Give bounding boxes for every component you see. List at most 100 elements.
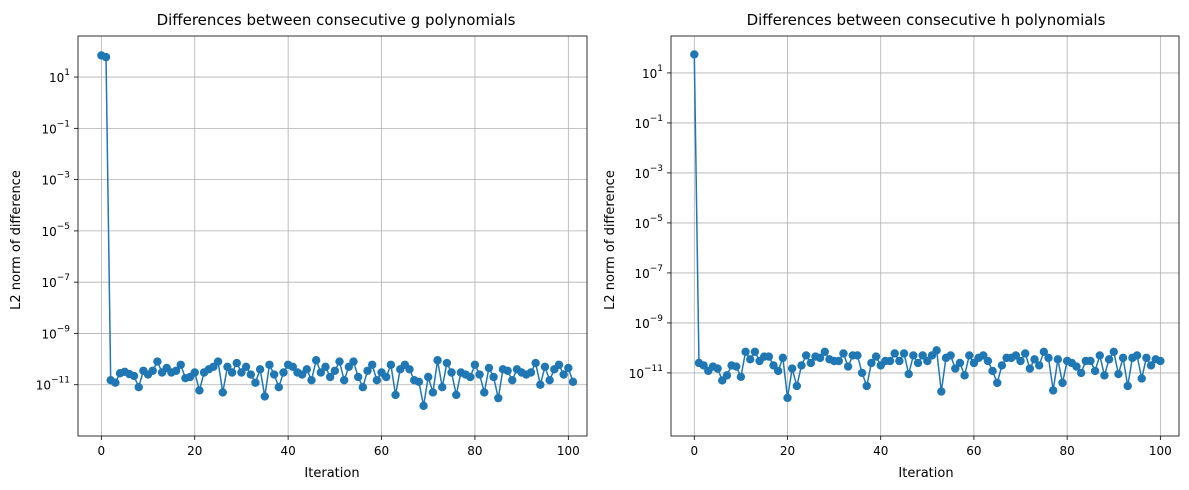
data-point bbox=[475, 370, 484, 379]
data-point bbox=[339, 376, 349, 385]
data-point bbox=[540, 362, 550, 371]
data-point bbox=[885, 356, 895, 366]
y-tick-label: 10−5 bbox=[634, 214, 663, 231]
data-point bbox=[890, 349, 899, 358]
plot-frame bbox=[77, 35, 588, 437]
x-axis-label: Iteration bbox=[304, 466, 359, 481]
data-point bbox=[1156, 356, 1165, 366]
data-point bbox=[1095, 351, 1104, 360]
y-tick-label: 10−7 bbox=[41, 273, 70, 290]
data-point bbox=[904, 369, 913, 379]
data-point bbox=[279, 368, 288, 377]
x-tick-label: 60 bbox=[374, 444, 389, 458]
data-point bbox=[134, 383, 143, 392]
data-point bbox=[386, 360, 396, 369]
data-point bbox=[405, 365, 414, 374]
data-point bbox=[227, 368, 237, 377]
data-point bbox=[349, 357, 358, 366]
data-point bbox=[787, 364, 797, 373]
data-point bbox=[176, 360, 185, 369]
data-point bbox=[746, 355, 755, 364]
data-point bbox=[325, 372, 335, 382]
data-point bbox=[545, 376, 554, 385]
data-point bbox=[353, 372, 363, 382]
data-point bbox=[923, 356, 932, 366]
data-point bbox=[1034, 361, 1044, 370]
data-point bbox=[494, 393, 503, 403]
data-point bbox=[801, 351, 811, 360]
series-line bbox=[693, 54, 1161, 399]
data-point bbox=[815, 353, 825, 363]
data-point bbox=[391, 390, 400, 400]
data-point bbox=[1100, 371, 1109, 380]
data-point bbox=[414, 377, 424, 386]
x-tick-label: 0 bbox=[690, 444, 698, 458]
data-point bbox=[129, 371, 139, 381]
data-point bbox=[834, 356, 843, 366]
data-point bbox=[741, 347, 750, 356]
data-point bbox=[489, 372, 498, 382]
data-point bbox=[438, 383, 447, 392]
y-tick-label: 10−11 bbox=[629, 364, 663, 381]
data-point bbox=[466, 372, 475, 382]
data-point bbox=[536, 380, 545, 389]
data-point bbox=[424, 372, 433, 382]
x-tick-label: 0 bbox=[98, 444, 106, 458]
y-axis-label: L2 norm of difference bbox=[603, 170, 618, 310]
x-tick-label: 60 bbox=[966, 444, 981, 458]
data-point bbox=[1090, 366, 1100, 376]
data-point bbox=[419, 401, 428, 411]
x-tick-label: 20 bbox=[187, 444, 202, 458]
data-point bbox=[363, 366, 372, 375]
data-point bbox=[372, 376, 382, 385]
data-point bbox=[946, 351, 955, 360]
data-point bbox=[736, 372, 746, 381]
data-point bbox=[1053, 355, 1063, 364]
data-point bbox=[806, 358, 816, 368]
y-tick-label: 10−1 bbox=[634, 114, 663, 131]
data-point bbox=[988, 366, 997, 376]
data-point bbox=[307, 376, 316, 385]
data-point bbox=[1109, 347, 1118, 356]
y-axis-label: L2 norm of difference bbox=[9, 170, 24, 310]
data-point bbox=[503, 366, 512, 375]
data-point bbox=[1020, 349, 1030, 358]
data-point bbox=[1118, 353, 1128, 363]
data-point bbox=[932, 346, 941, 355]
data-point bbox=[783, 393, 792, 403]
data-point bbox=[1086, 356, 1095, 366]
data-point bbox=[1132, 351, 1142, 360]
data-point bbox=[1146, 361, 1156, 370]
data-point bbox=[1114, 369, 1123, 379]
data-point bbox=[899, 349, 909, 358]
data-point bbox=[1039, 347, 1049, 356]
data-point bbox=[452, 390, 461, 400]
x-tick-label: 80 bbox=[467, 444, 482, 458]
data-point bbox=[997, 361, 1007, 370]
data-point bbox=[447, 368, 456, 377]
y-tick-label: 10−3 bbox=[41, 171, 70, 188]
data-point bbox=[269, 370, 279, 379]
y-tick-label: 101 bbox=[49, 68, 70, 85]
data-point bbox=[554, 360, 564, 369]
y-tick-label: 10−1 bbox=[41, 119, 70, 136]
data-point bbox=[470, 360, 480, 369]
x-tick-label: 100 bbox=[1149, 444, 1172, 458]
data-point bbox=[871, 352, 881, 361]
data-point bbox=[484, 363, 494, 373]
data-point bbox=[1142, 353, 1151, 363]
data-point bbox=[1123, 381, 1132, 391]
data-point bbox=[171, 366, 181, 375]
data-point bbox=[853, 351, 862, 360]
data-point bbox=[274, 383, 283, 392]
data-point bbox=[367, 360, 377, 369]
data-point bbox=[951, 364, 960, 373]
data-point bbox=[288, 362, 298, 371]
data-point bbox=[960, 371, 969, 380]
x-tick-label: 100 bbox=[557, 444, 580, 458]
data-point bbox=[1072, 362, 1081, 371]
data-point bbox=[979, 351, 988, 360]
data-point bbox=[531, 358, 540, 368]
data-point bbox=[1030, 355, 1039, 364]
data-point bbox=[909, 351, 918, 360]
